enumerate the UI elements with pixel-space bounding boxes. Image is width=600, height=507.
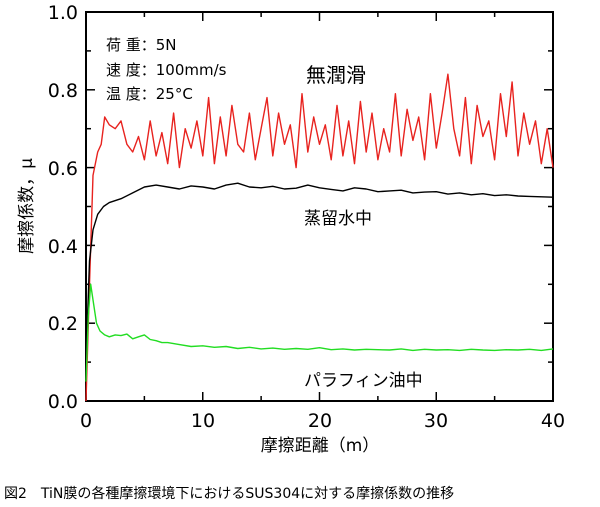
series-label-dry: 無潤滑: [306, 63, 366, 87]
series-label-paraffin: パラフィン油中: [304, 371, 423, 391]
x-axis-label: 摩擦距離（m）: [261, 436, 380, 456]
friction-chart: 0.0 0.2 0.4 0.6 0.8 1.0 0 10 20 30 40 摩擦…: [17, 2, 565, 456]
y-axis-label: 摩擦係数，μ: [17, 158, 37, 254]
series-line-water: [85, 182, 554, 363]
y-tick-label: 0.6: [48, 158, 78, 180]
series-line-paraffin: [85, 283, 554, 382]
y-tick-label: 0.0: [48, 391, 78, 413]
y-tick-label: 0.2: [48, 313, 78, 335]
y-tick-label: 1.0: [48, 2, 78, 24]
condition-temperature: 温 度：25°C: [106, 85, 193, 103]
series-layer: [85, 73, 554, 402]
series-line-dry: [85, 73, 554, 402]
axis-ticks: [85, 11, 554, 402]
y-tick-label: 0.8: [48, 80, 78, 102]
x-tick-label: 20: [308, 410, 332, 432]
x-tick-label: 40: [541, 410, 565, 432]
x-tick-label: 10: [191, 410, 215, 432]
x-tick-label: 30: [424, 410, 448, 432]
y-tick-label: 0.4: [48, 236, 78, 258]
series-label-water: 蒸留水中: [304, 209, 372, 229]
figure-caption: 図2 TiN膜の各種摩擦環境下におけるSUS304に対する摩擦係数の推移: [4, 486, 455, 502]
condition-load: 荷 重：5N: [106, 36, 177, 54]
x-tick-label: 0: [80, 410, 92, 432]
condition-speed: 速 度：100mm/s: [106, 61, 227, 79]
